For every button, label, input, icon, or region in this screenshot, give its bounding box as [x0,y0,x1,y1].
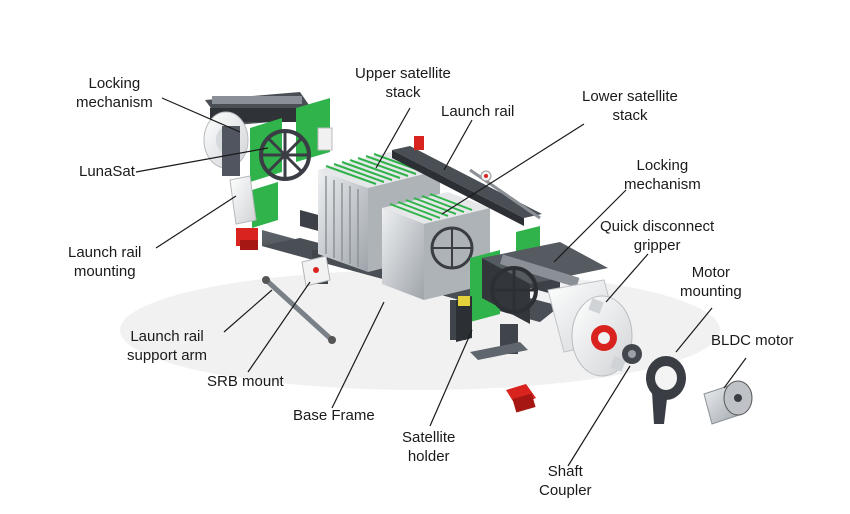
label-launch-rail-mounting: Launch rail mounting [68,244,142,280]
label-srb-mount: SRB mount [207,373,284,390]
label-upper-satellite-stack: Upper satellite stack [355,65,451,101]
label-motor-mounting: Motor mounting [680,264,742,300]
srb-mount-part [301,255,331,287]
locking-mechanism-left-part [203,92,318,176]
label-bldc-motor: BLDC motor [711,332,794,349]
leader-lower-satellite-stack [441,123,585,215]
leader-lunasat [135,147,269,173]
label-launch-rail: Launch rail [441,103,515,120]
locking-mechanism-right-part [482,242,608,324]
leader-launch-rail-support-arm [223,289,273,333]
red-block-bottom [506,384,536,413]
label-shaft-coupler: Shaft Coupler [539,463,592,499]
bldc-motor-part [703,380,753,425]
launch-rail-mounting-part [229,175,258,250]
red-clip-top [414,136,424,150]
leader-srb-mount [247,281,311,373]
leader-locking-mechanism-right [553,189,627,263]
label-quick-disconnect-gripper: Quick disconnect gripper [600,218,715,254]
leader-upper-satellite-stack [375,107,411,169]
label-satellite-holder: Satellite holder [402,429,456,465]
leader-launch-rail-mounting [155,195,237,249]
leader-bldc-motor [723,357,747,389]
leader-motor-mounting [675,307,713,353]
leader-launch-rail [443,119,473,171]
label-lunasat: LunaSat [79,163,135,180]
label-locking-mechanism-left: Locking mechanism [76,75,153,111]
launch-rail-part [392,146,542,226]
shaft-coupler-part [622,344,642,364]
leader-satellite-holder [429,329,473,427]
label-lower-satellite-stack: Lower satellite stack [582,88,678,124]
label-locking-mechanism-right: Locking mechanism [624,157,701,193]
motor-mounting-part [646,356,686,424]
leader-quick-disconnect-gripper [605,253,649,303]
label-launch-rail-support-arm: Launch rail support arm [127,328,208,364]
quick-disconnect-gripper-part [547,279,633,377]
leader-locking-mechanism-left [161,97,241,133]
leader-shaft-coupler [567,365,631,467]
launch-rail-support-arm-part [262,276,336,344]
lunasat-part [250,98,333,228]
leader-base-frame [331,301,385,409]
label-base-frame: Base Frame [293,407,375,424]
